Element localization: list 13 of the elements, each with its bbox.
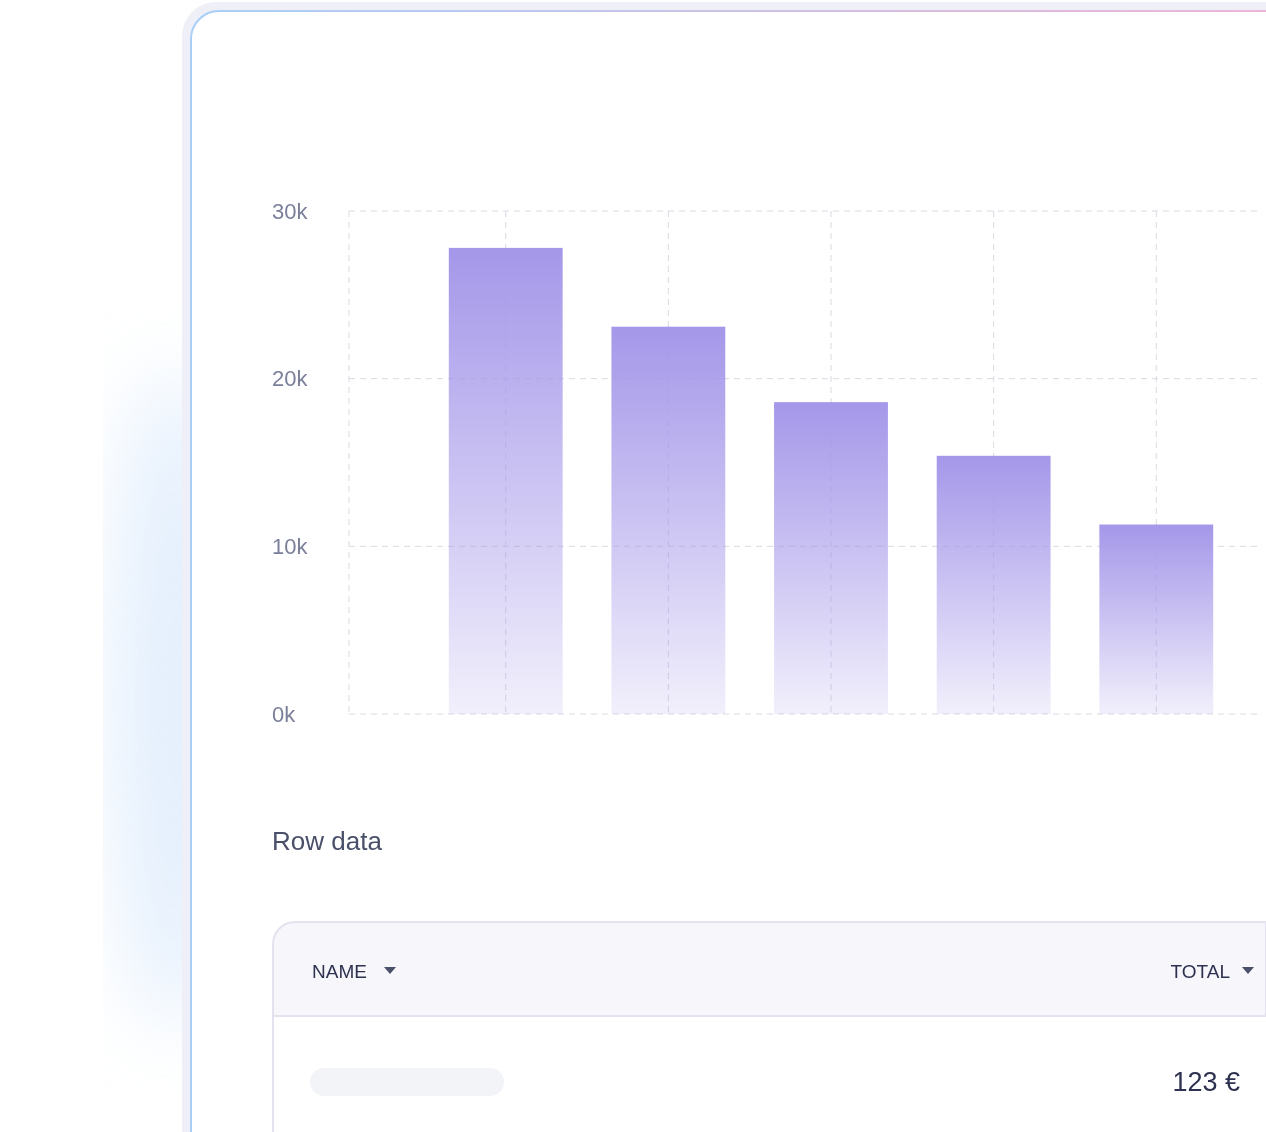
bar: [448, 247, 563, 714]
text: 123 €: [1172, 1067, 1240, 1097]
y-tick-label: 30k: [272, 198, 309, 224]
text: Row data: [272, 826, 383, 856]
text: NAME: [312, 961, 367, 982]
y-tick-label: 20k: [272, 366, 309, 392]
bar: [1099, 524, 1214, 714]
bar: [936, 455, 1051, 714]
y-tick-label: 0k: [272, 701, 297, 727]
bar: [774, 402, 888, 714]
text: TOTAL: [1170, 961, 1230, 982]
y-tick-label: 10k: [272, 534, 309, 560]
bar: [611, 326, 726, 714]
